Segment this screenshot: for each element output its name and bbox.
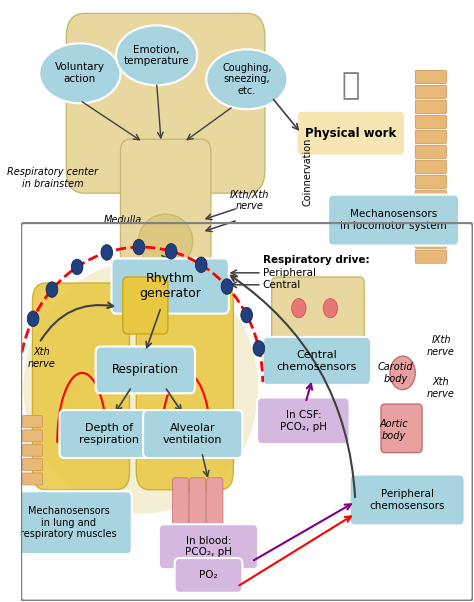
- Text: PO₂: PO₂: [199, 571, 218, 580]
- FancyBboxPatch shape: [415, 130, 447, 143]
- FancyBboxPatch shape: [381, 404, 422, 453]
- FancyBboxPatch shape: [23, 415, 42, 427]
- Circle shape: [221, 279, 233, 294]
- Text: Medulla: Medulla: [104, 215, 142, 225]
- Text: Peripheral: Peripheral: [263, 268, 316, 278]
- Circle shape: [101, 244, 113, 260]
- FancyBboxPatch shape: [263, 337, 371, 385]
- Circle shape: [390, 356, 415, 389]
- Text: In CSF:
PCO₂, pH: In CSF: PCO₂, pH: [280, 410, 327, 432]
- FancyBboxPatch shape: [415, 250, 447, 263]
- Text: Physical work: Physical work: [305, 126, 396, 140]
- Text: 🏃: 🏃: [342, 71, 360, 100]
- Ellipse shape: [39, 43, 120, 104]
- Text: Peripheral
chemosensors: Peripheral chemosensors: [369, 489, 445, 510]
- Circle shape: [253, 341, 265, 356]
- Text: Alveolar
ventilation: Alveolar ventilation: [163, 423, 222, 445]
- FancyBboxPatch shape: [173, 478, 189, 529]
- Text: Respiratory center
in brainstem: Respiratory center in brainstem: [7, 167, 98, 189]
- Text: Aortic
body: Aortic body: [380, 419, 409, 441]
- Text: Xth
nerve: Xth nerve: [427, 377, 455, 399]
- FancyBboxPatch shape: [415, 190, 447, 203]
- FancyBboxPatch shape: [60, 410, 159, 458]
- Circle shape: [292, 299, 306, 318]
- Circle shape: [165, 244, 177, 259]
- FancyBboxPatch shape: [350, 474, 465, 526]
- FancyBboxPatch shape: [415, 220, 447, 234]
- FancyBboxPatch shape: [415, 160, 447, 173]
- FancyBboxPatch shape: [415, 115, 447, 128]
- FancyBboxPatch shape: [415, 101, 447, 113]
- FancyBboxPatch shape: [137, 283, 233, 490]
- FancyBboxPatch shape: [415, 205, 447, 219]
- FancyBboxPatch shape: [123, 277, 168, 334]
- FancyBboxPatch shape: [415, 70, 447, 84]
- FancyBboxPatch shape: [23, 473, 42, 485]
- FancyBboxPatch shape: [23, 444, 42, 456]
- Circle shape: [241, 307, 253, 323]
- Circle shape: [71, 259, 83, 275]
- Text: Rhythm
generator: Rhythm generator: [139, 272, 201, 300]
- FancyBboxPatch shape: [120, 139, 211, 277]
- Ellipse shape: [138, 214, 193, 268]
- Text: Emotion,
temperature: Emotion, temperature: [124, 45, 190, 66]
- Text: Mechanosensors
in lung and
respiratory muscles: Mechanosensors in lung and respiratory m…: [20, 506, 117, 539]
- FancyBboxPatch shape: [415, 145, 447, 158]
- Text: Depth of
respiration: Depth of respiration: [79, 423, 139, 445]
- FancyBboxPatch shape: [207, 478, 223, 529]
- FancyBboxPatch shape: [415, 235, 447, 248]
- FancyBboxPatch shape: [272, 277, 364, 346]
- FancyBboxPatch shape: [111, 258, 229, 314]
- Ellipse shape: [23, 262, 258, 514]
- Circle shape: [323, 299, 337, 318]
- FancyBboxPatch shape: [415, 85, 447, 99]
- Circle shape: [46, 282, 58, 297]
- Text: Coinnervation: Coinnervation: [303, 138, 313, 206]
- Text: In blood:
PCO₂, pH: In blood: PCO₂, pH: [185, 536, 232, 557]
- FancyBboxPatch shape: [174, 558, 242, 593]
- Text: Mechanosensors
in locomotor system: Mechanosensors in locomotor system: [340, 209, 447, 231]
- FancyBboxPatch shape: [257, 397, 350, 444]
- Circle shape: [133, 240, 145, 255]
- Text: IXth/Xth
nerve: IXth/Xth nerve: [229, 190, 269, 211]
- FancyBboxPatch shape: [159, 524, 258, 569]
- Text: Carotid
body: Carotid body: [378, 362, 414, 383]
- Circle shape: [27, 311, 39, 327]
- FancyBboxPatch shape: [32, 283, 129, 490]
- FancyBboxPatch shape: [143, 410, 242, 458]
- Text: Respiration: Respiration: [112, 364, 179, 376]
- FancyBboxPatch shape: [5, 491, 132, 554]
- FancyBboxPatch shape: [328, 194, 459, 246]
- Ellipse shape: [206, 49, 288, 109]
- Text: Xth
nerve: Xth nerve: [28, 347, 56, 369]
- FancyBboxPatch shape: [297, 111, 405, 156]
- FancyBboxPatch shape: [66, 13, 265, 193]
- FancyBboxPatch shape: [415, 175, 447, 188]
- Text: Respiratory drive:: Respiratory drive:: [263, 255, 369, 265]
- FancyBboxPatch shape: [96, 347, 195, 393]
- Text: Coughing,
sneezing,
etc.: Coughing, sneezing, etc.: [222, 63, 272, 96]
- FancyBboxPatch shape: [23, 430, 42, 442]
- FancyBboxPatch shape: [190, 478, 206, 529]
- Text: Central: Central: [263, 280, 301, 290]
- Circle shape: [195, 257, 207, 273]
- Ellipse shape: [116, 25, 197, 85]
- Text: IXth
nerve: IXth nerve: [427, 335, 455, 357]
- Text: Voluntary
action: Voluntary action: [55, 63, 105, 84]
- Text: Central
chemosensors: Central chemosensors: [277, 350, 357, 371]
- FancyBboxPatch shape: [23, 459, 42, 471]
